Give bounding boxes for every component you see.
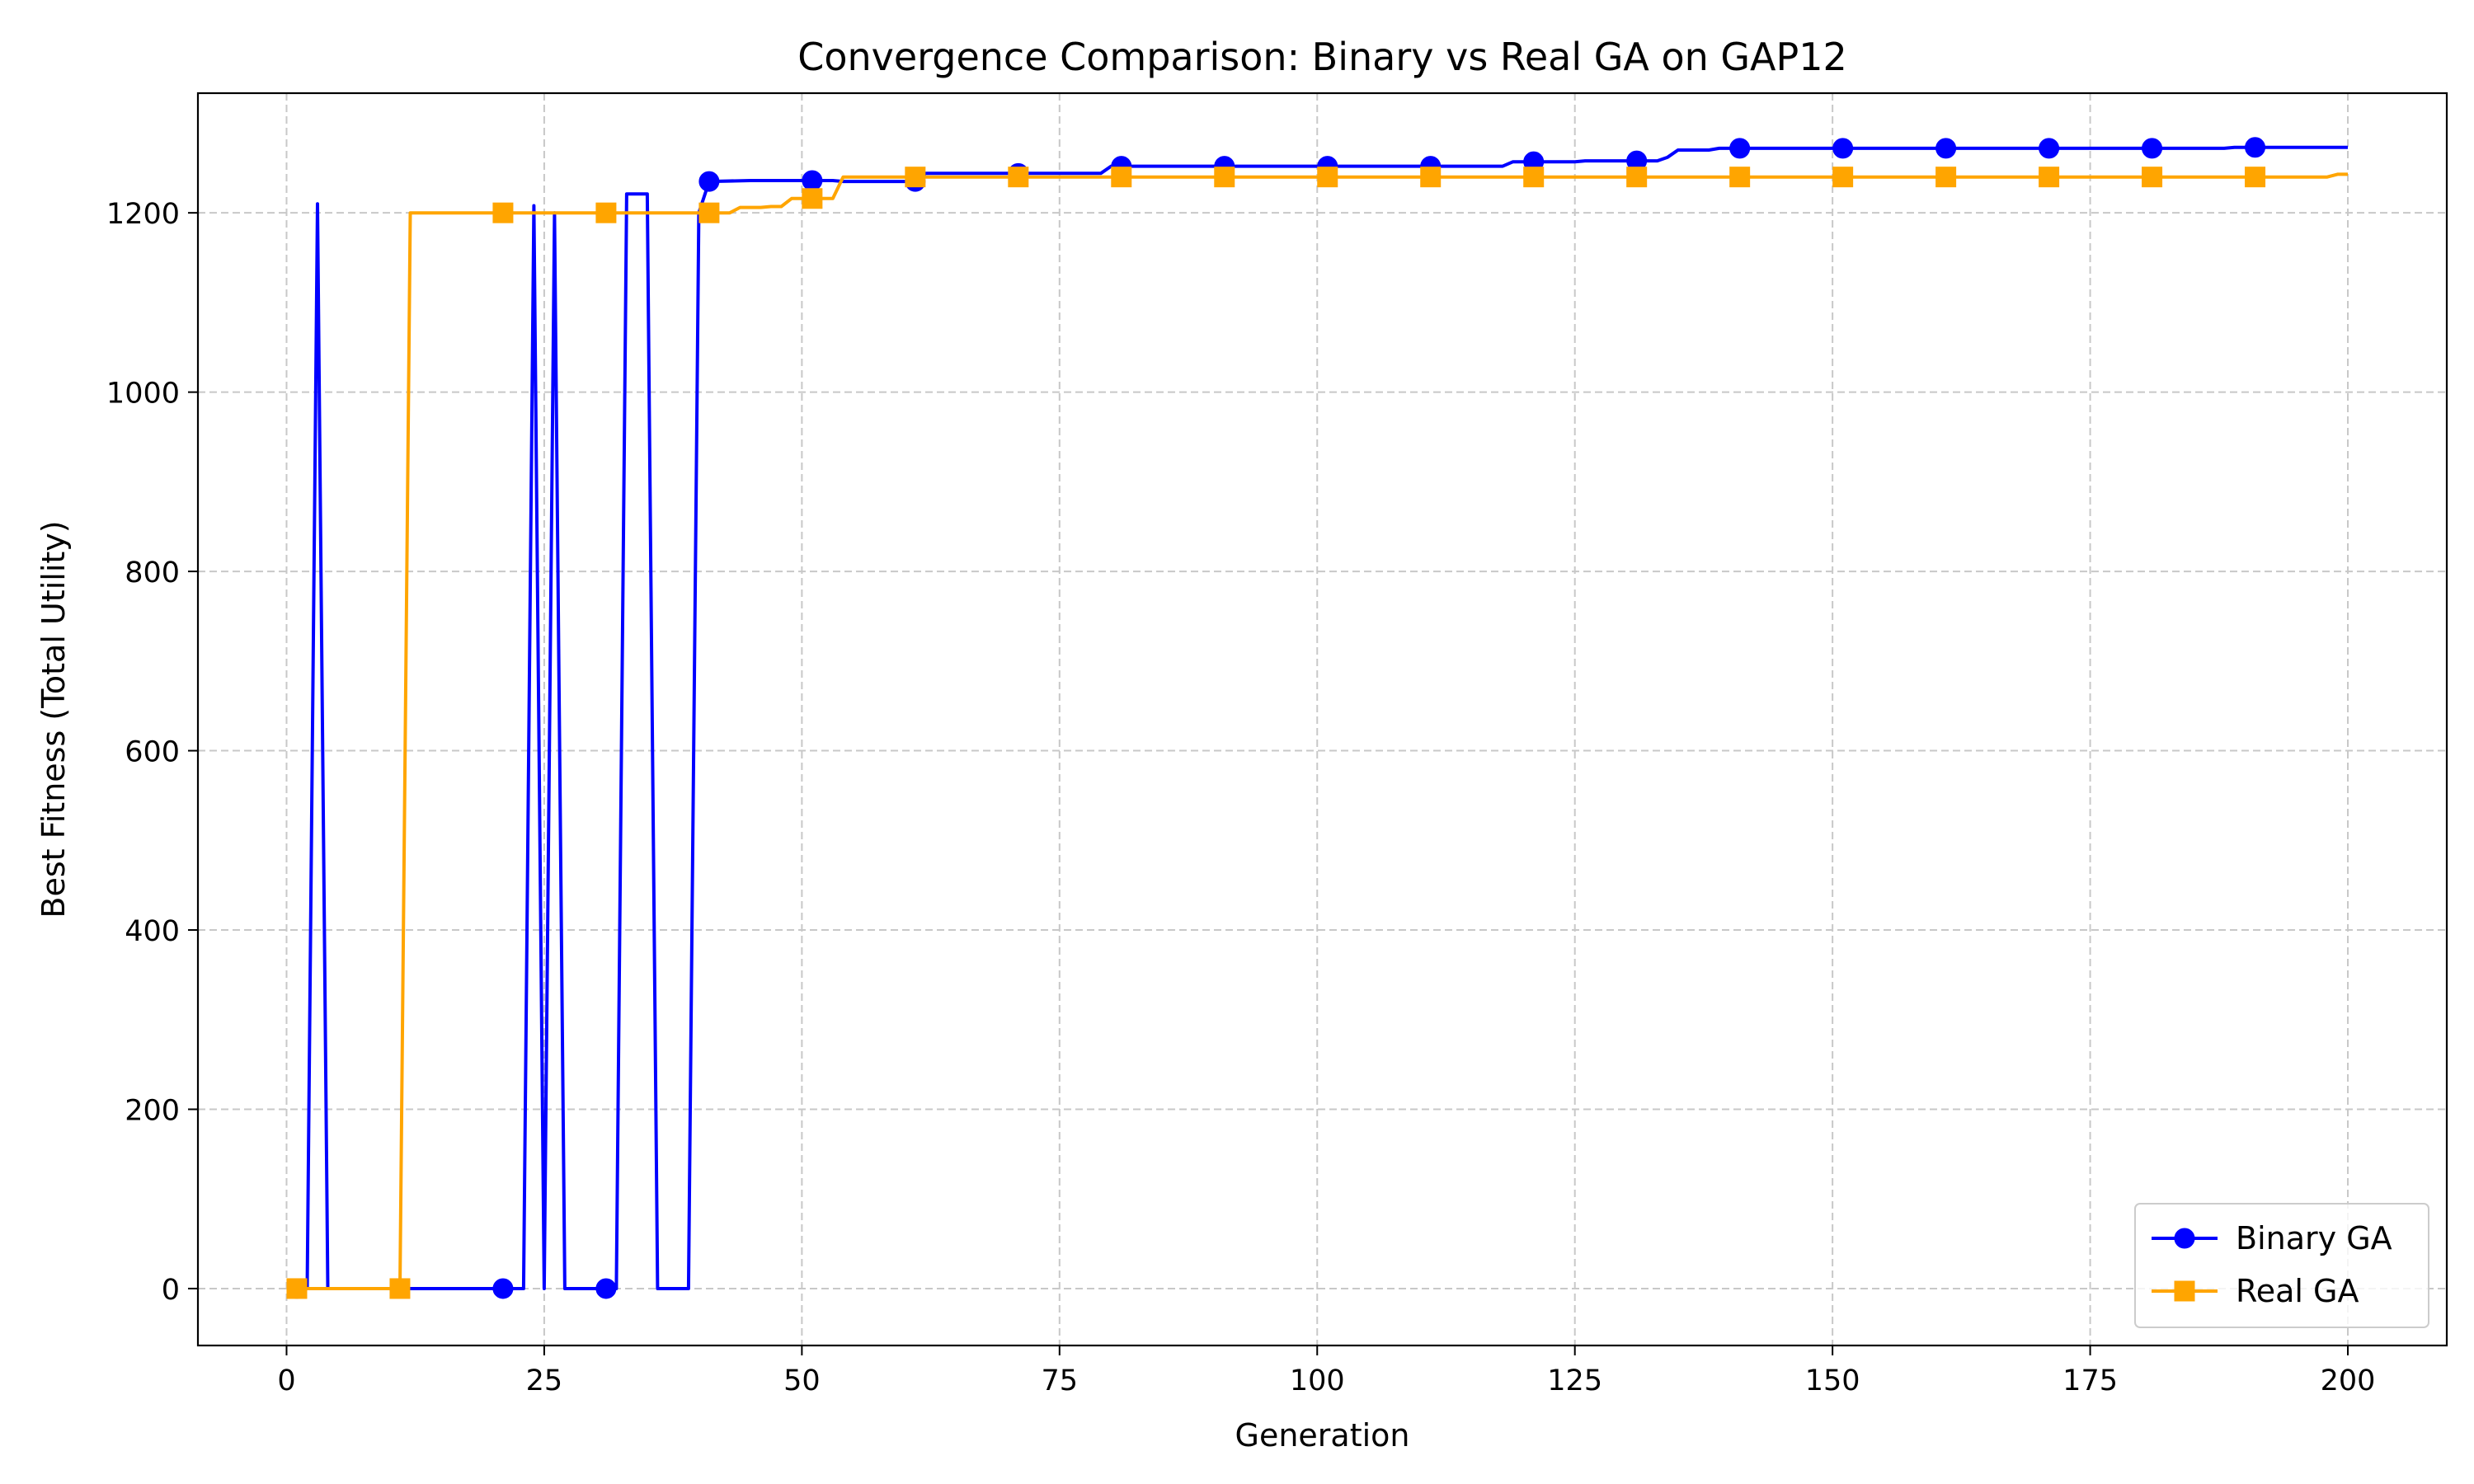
data-point-binary-ga xyxy=(595,1278,617,1299)
x-tick-label: 50 xyxy=(783,1364,821,1397)
legend: Binary GA Real GA xyxy=(2134,1203,2429,1328)
series-real-ga xyxy=(286,167,2348,1299)
y-tick-label: 400 xyxy=(125,915,180,948)
y-axis-label: Best Fitness (Total Utility) xyxy=(35,520,72,918)
data-point-binary-ga xyxy=(1832,138,1854,159)
data-point-real-ga xyxy=(1214,167,1235,188)
legend-marker-real-ga xyxy=(2174,1280,2195,1302)
data-point-real-ga xyxy=(286,1278,308,1299)
data-point-real-ga xyxy=(1832,167,1854,188)
data-point-binary-ga xyxy=(492,1278,514,1299)
data-point-binary-ga xyxy=(802,170,823,191)
x-tick-label: 100 xyxy=(1290,1364,1345,1397)
data-point-real-ga xyxy=(1420,167,1442,188)
x-tick-label: 175 xyxy=(2062,1364,2118,1397)
data-point-real-ga xyxy=(1008,167,1029,188)
data-point-real-ga xyxy=(389,1278,411,1299)
axis-ticks: 0 25 50 75 100 125 150 175 200 0 200 400 600 800 1000 1… xyxy=(106,198,2376,1397)
y-tick-label: 1200 xyxy=(106,198,180,231)
x-tick-label: 125 xyxy=(1547,1364,1602,1397)
y-tick-label: 200 xyxy=(125,1094,180,1127)
data-point-binary-ga xyxy=(2245,137,2266,158)
data-point-binary-ga xyxy=(698,171,720,192)
data-point-real-ga xyxy=(698,202,720,223)
plot-frame xyxy=(196,92,2448,1347)
data-point-real-ga xyxy=(1626,167,1648,188)
x-tick-label: 150 xyxy=(1805,1364,1860,1397)
legend-box xyxy=(2134,1203,2429,1328)
x-tick-label: 200 xyxy=(2321,1364,2376,1397)
data-point-real-ga xyxy=(492,202,514,223)
x-tick-label: 25 xyxy=(526,1364,563,1397)
legend-label-real-ga: Real GA xyxy=(2236,1273,2359,1309)
data-point-real-ga xyxy=(2245,167,2266,188)
legend-label-binary-ga: Binary GA xyxy=(2236,1220,2392,1256)
y-tick-label: 800 xyxy=(125,556,180,589)
data-point-real-ga xyxy=(595,202,617,223)
y-tick-label: 1000 xyxy=(106,378,180,411)
data-point-real-ga xyxy=(802,188,823,209)
data-point-real-ga xyxy=(1523,167,1545,188)
grid xyxy=(198,93,2447,1345)
data-point-real-ga xyxy=(1935,167,1957,188)
x-tick-label: 0 xyxy=(277,1364,295,1397)
series-layer xyxy=(286,137,2348,1299)
series-binary-ga xyxy=(286,137,2348,1299)
data-point-real-ga xyxy=(1729,167,1751,188)
legend-marker-binary-ga xyxy=(2174,1228,2195,1249)
y-tick-label: 600 xyxy=(125,736,180,769)
chart-title: Convergence Comparison: Binary vs Real G… xyxy=(797,35,1847,79)
data-point-real-ga xyxy=(2142,167,2163,188)
x-tick-label: 75 xyxy=(1042,1364,1079,1397)
data-point-binary-ga xyxy=(1935,138,1957,159)
x-axis-label: Generation xyxy=(1235,1417,1410,1453)
data-point-binary-ga xyxy=(2039,138,2060,159)
y-tick-label: 0 xyxy=(162,1274,180,1307)
data-point-real-ga xyxy=(905,167,926,188)
data-point-real-ga xyxy=(1111,167,1132,188)
data-point-binary-ga xyxy=(1729,138,1751,159)
data-point-real-ga xyxy=(1317,167,1338,188)
data-point-real-ga xyxy=(2039,167,2060,188)
data-point-binary-ga xyxy=(2142,138,2163,159)
